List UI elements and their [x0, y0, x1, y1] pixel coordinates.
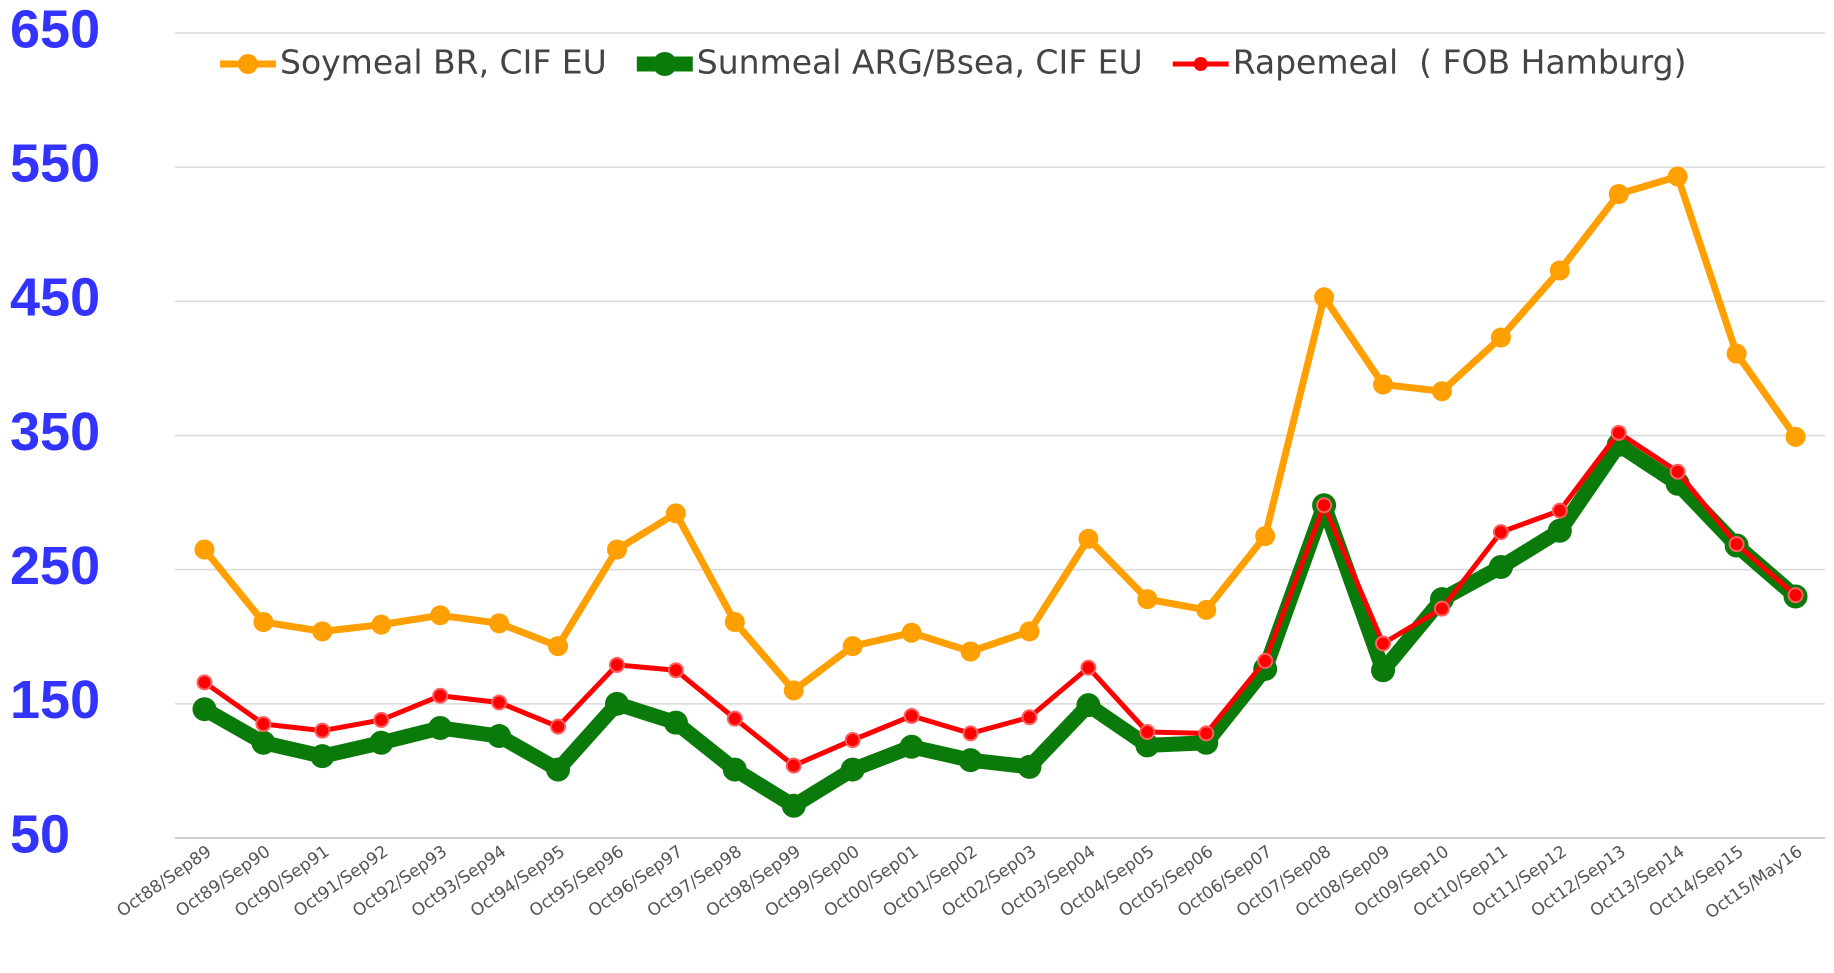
point — [1255, 526, 1276, 547]
point — [428, 715, 453, 740]
point — [1076, 693, 1101, 718]
point — [1433, 600, 1450, 617]
point — [840, 757, 865, 782]
point — [251, 730, 276, 755]
series-line — [203, 430, 1798, 769]
point — [663, 710, 688, 735]
point — [1667, 166, 1688, 187]
legend-label: Soymeal BR, CIF EU — [280, 43, 607, 82]
point — [842, 636, 863, 657]
legend-label: Sunmeal ARG/Bsea, CIF EU — [697, 43, 1143, 82]
y-tick-label: 450 — [10, 268, 100, 328]
legend-marker — [1193, 57, 1208, 71]
point — [489, 613, 510, 634]
point — [546, 757, 571, 782]
point — [1785, 426, 1806, 447]
point — [491, 694, 508, 711]
point — [726, 710, 743, 727]
point — [724, 611, 745, 632]
point — [192, 697, 217, 722]
point — [314, 722, 331, 739]
point — [1551, 502, 1568, 519]
point — [369, 730, 394, 755]
point — [1726, 343, 1747, 364]
point — [1196, 599, 1217, 620]
point — [1490, 327, 1511, 348]
point — [962, 725, 979, 742]
y-tick-label: 150 — [10, 670, 100, 730]
point — [1139, 724, 1156, 741]
point — [371, 614, 392, 635]
point — [1549, 260, 1570, 281]
point — [1198, 725, 1215, 742]
legend-marker — [238, 54, 258, 74]
series-line — [201, 173, 1799, 694]
point — [1547, 518, 1572, 543]
point — [604, 691, 629, 716]
y-tick-label: 350 — [10, 402, 100, 462]
point — [548, 636, 569, 657]
point — [1488, 554, 1513, 579]
y-tick-label: 50 — [10, 804, 70, 864]
point — [667, 662, 684, 679]
point — [960, 641, 981, 662]
point — [1314, 287, 1335, 308]
point — [550, 718, 567, 735]
point — [196, 674, 213, 691]
point — [608, 656, 625, 673]
point — [665, 503, 686, 524]
point — [785, 757, 802, 774]
point — [901, 622, 922, 643]
point — [844, 732, 861, 749]
point — [1017, 754, 1042, 779]
point — [1492, 524, 1509, 541]
point — [1610, 424, 1627, 441]
point — [1431, 381, 1452, 402]
point — [1608, 184, 1629, 204]
y-tick-label: 650 — [10, 0, 100, 59]
point — [606, 539, 627, 560]
y-tick-label: 250 — [10, 536, 100, 596]
point — [253, 611, 274, 632]
point — [1669, 463, 1686, 480]
point — [781, 793, 806, 818]
point — [194, 539, 215, 560]
point — [487, 724, 512, 749]
point — [783, 680, 804, 701]
point — [1371, 658, 1396, 683]
legend-marker — [652, 52, 677, 76]
point — [1787, 587, 1804, 604]
point — [1080, 659, 1097, 676]
point — [899, 734, 924, 759]
point — [1373, 374, 1394, 395]
point — [373, 711, 390, 728]
point — [312, 621, 333, 642]
point — [958, 748, 983, 773]
point — [1019, 621, 1040, 642]
series-line — [200, 437, 1801, 814]
point — [1021, 709, 1038, 726]
point — [722, 757, 747, 782]
point — [430, 605, 451, 626]
point — [1135, 733, 1160, 758]
legend-label: Rapemeal ( FOB Hamburg) — [1233, 43, 1687, 82]
point — [1137, 589, 1158, 610]
y-tick-label: 550 — [10, 133, 100, 193]
point — [1257, 652, 1274, 669]
point — [310, 744, 335, 769]
point — [1728, 536, 1745, 553]
point — [255, 715, 272, 732]
point — [903, 707, 920, 724]
point — [1078, 528, 1099, 549]
point — [1375, 635, 1392, 652]
point — [432, 687, 449, 704]
point — [1316, 497, 1333, 514]
